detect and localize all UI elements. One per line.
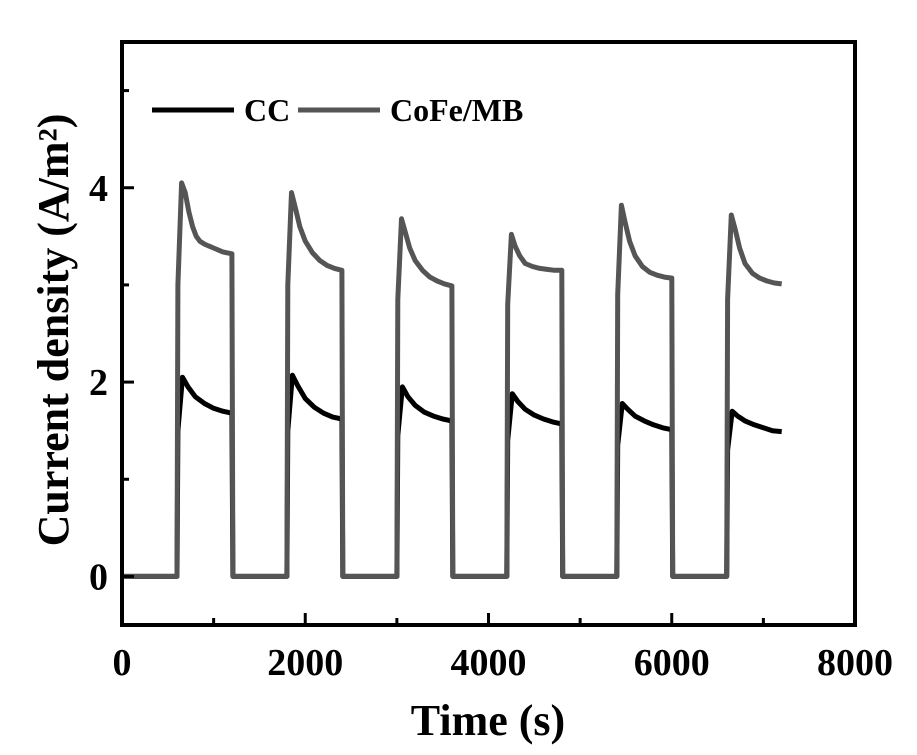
y-tick-label: 4 bbox=[89, 168, 108, 210]
series-line-1 bbox=[122, 183, 782, 577]
legend-label-1: CoFe/MB bbox=[390, 92, 523, 128]
y-tick-label: 2 bbox=[89, 362, 108, 404]
x-tick-label: 6000 bbox=[634, 642, 710, 684]
series-layer bbox=[122, 183, 782, 577]
axes: 0 2000 4000 6000 8000 0 2 4 bbox=[89, 42, 893, 684]
x-axis-title: Time (s) bbox=[411, 696, 565, 745]
x-tick-label: 0 bbox=[113, 642, 132, 684]
legend: CC CoFe/MB bbox=[152, 92, 523, 128]
x-tick-label: 8000 bbox=[817, 642, 893, 684]
y-tick-label: 0 bbox=[89, 556, 108, 598]
x-tick-label: 4000 bbox=[451, 642, 527, 684]
y-axis-title: Current density (A/m²) bbox=[29, 114, 78, 547]
x-tick-label: 2000 bbox=[267, 642, 343, 684]
legend-label-0: CC bbox=[244, 92, 290, 128]
